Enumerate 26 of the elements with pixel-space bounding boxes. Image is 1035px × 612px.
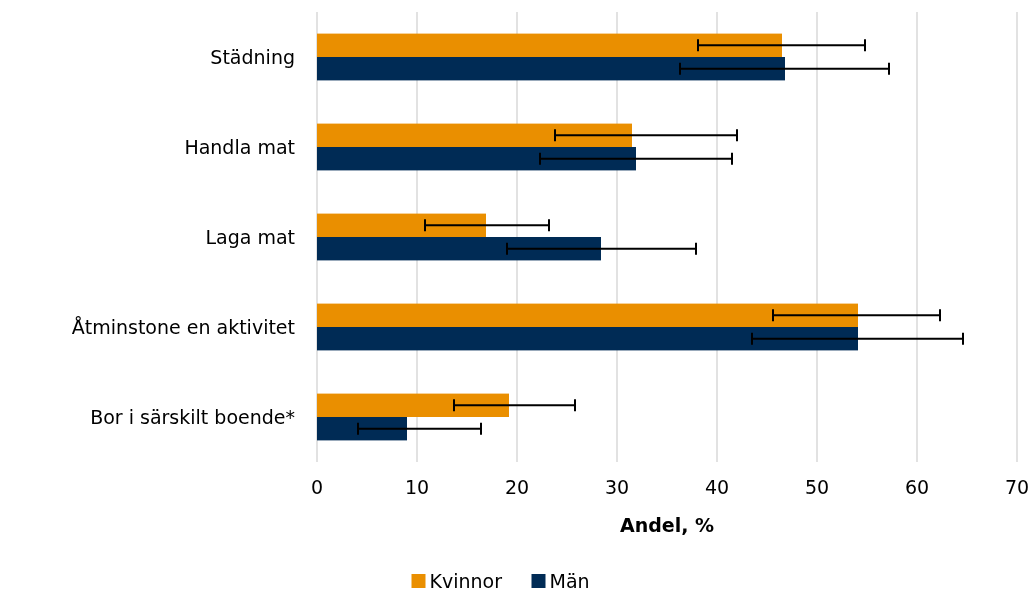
x-axis-title: Andel, % xyxy=(619,514,715,536)
x-tick-label: 0 xyxy=(310,476,324,498)
bar xyxy=(317,213,486,237)
bar xyxy=(317,237,601,261)
x-tick-label: 40 xyxy=(704,476,730,498)
y-tick-label: Städning xyxy=(210,45,295,68)
y-tick-label: Åtminstone en aktivitet xyxy=(71,315,295,338)
x-tick-label: 70 xyxy=(1004,476,1030,498)
x-tick-label: 60 xyxy=(904,476,930,498)
legend-label: Kvinnor xyxy=(429,570,503,592)
bar xyxy=(317,147,636,171)
bar xyxy=(317,393,509,417)
bar xyxy=(317,327,858,351)
bar xyxy=(317,123,632,147)
x-tick-label: 20 xyxy=(504,476,530,498)
x-tick-label: 50 xyxy=(804,476,830,498)
x-tick-label: 30 xyxy=(604,476,630,498)
y-tick-label: Handla mat xyxy=(184,135,295,158)
bar xyxy=(317,417,407,441)
bar xyxy=(317,303,858,327)
y-tick-label: Bor i särskilt boende* xyxy=(90,405,295,428)
x-tick-label: 10 xyxy=(404,476,430,498)
bar xyxy=(317,57,785,81)
bar xyxy=(317,33,782,57)
y-tick-label: Laga mat xyxy=(205,225,295,248)
legend-label: Män xyxy=(549,570,590,592)
